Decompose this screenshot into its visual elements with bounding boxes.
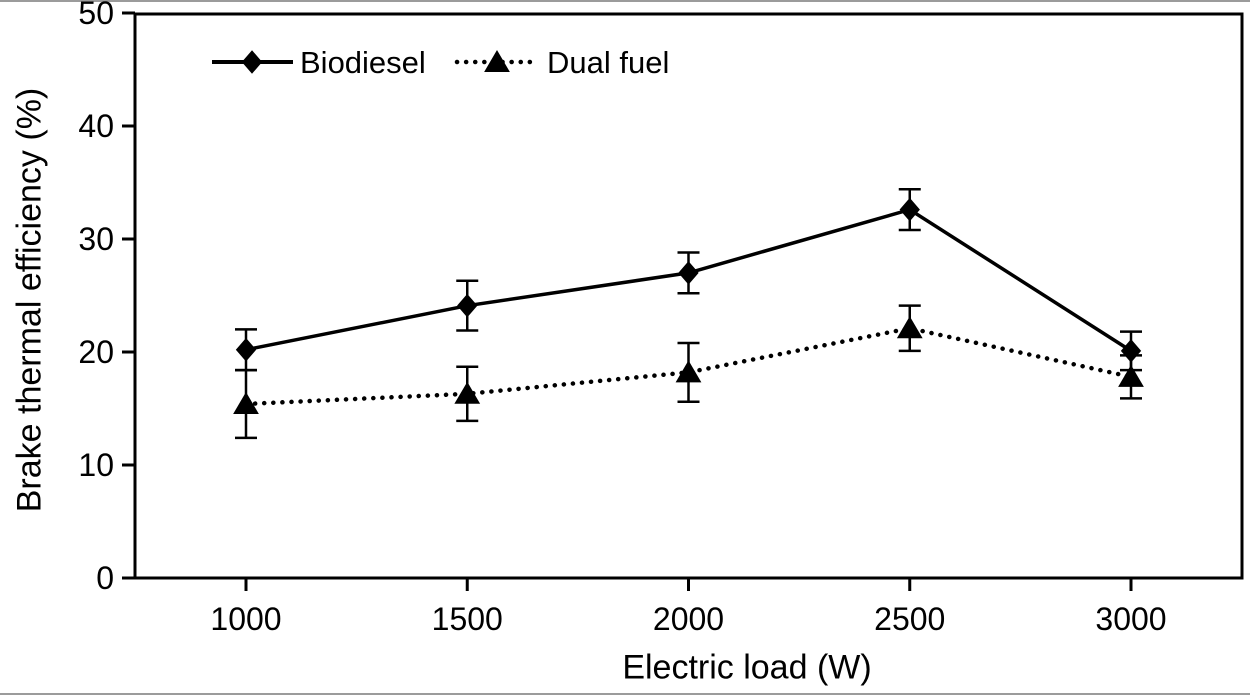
x-tick-label: 2000 — [653, 601, 724, 637]
data-point-biodiesel — [235, 337, 257, 362]
legend-marker-diamond — [241, 50, 263, 74]
y-tick-label: 10 — [78, 447, 114, 483]
figure-top-edge — [0, 0, 1250, 2]
y-tick-label: 0 — [96, 560, 114, 596]
data-point-dual-fuel — [454, 381, 481, 404]
data-point-dual-fuel — [675, 360, 702, 383]
legend-marker-triangle — [484, 50, 510, 72]
y-tick-label: 50 — [78, 0, 114, 31]
x-tick-label: 3000 — [1095, 601, 1166, 637]
figure-bottom-edge — [0, 693, 1250, 695]
y-axis-title: Brake thermal efficiency (%) — [10, 87, 49, 513]
data-point-dual-fuel — [896, 316, 923, 339]
x-axis-title: Electric load (W) — [622, 648, 872, 687]
x-tick-label: 1500 — [432, 601, 503, 637]
y-tick-label: 30 — [78, 221, 114, 257]
legend-label: Biodiesel — [300, 45, 426, 80]
y-tick-label: 20 — [78, 334, 114, 370]
data-point-dual-fuel — [233, 391, 259, 414]
legend-label: Dual fuel — [547, 45, 669, 80]
data-point-biodiesel — [678, 261, 699, 285]
x-tick-label: 2500 — [874, 601, 945, 637]
data-point-biodiesel — [457, 293, 478, 318]
y-tick-label: 40 — [78, 108, 114, 144]
x-tick-label: 1000 — [210, 601, 281, 637]
data-point-biodiesel — [899, 197, 920, 222]
plot-frame — [133, 12, 1244, 580]
data-point-dual-fuel — [1118, 364, 1144, 387]
